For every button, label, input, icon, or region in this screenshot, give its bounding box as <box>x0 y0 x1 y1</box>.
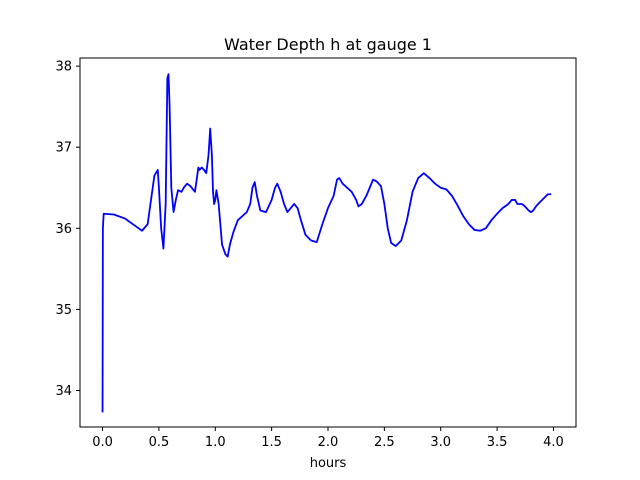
x-tick-label: 1.5 <box>261 435 282 450</box>
x-tick-label: 1.0 <box>205 435 226 450</box>
x-tick-label: 2.5 <box>374 435 395 450</box>
y-tick-label: 37 <box>55 141 72 156</box>
y-tick-label: 34 <box>55 384 72 399</box>
x-tick-label: 4.0 <box>543 435 564 450</box>
y-tick-label: 35 <box>55 303 72 318</box>
x-tick-label: 0.0 <box>92 435 113 450</box>
series-line <box>101 73 552 413</box>
plot-area <box>101 73 552 413</box>
chart-title: Water Depth h at gauge 1 <box>224 35 432 54</box>
axes-frame <box>79 57 577 428</box>
x-axis-label: hours <box>310 456 347 471</box>
x-tick-label: 3.0 <box>430 435 451 450</box>
x-tick-label: 2.0 <box>318 435 339 450</box>
y-tick-label: 36 <box>55 222 72 237</box>
y-axis: 34 35 36 37 38 <box>55 60 80 399</box>
x-axis: 0.0 0.5 1.0 1.5 2.0 2.5 3.0 3.5 4.0 <box>92 427 564 450</box>
y-tick-label: 38 <box>55 60 72 75</box>
x-tick-label: 0.5 <box>149 435 170 450</box>
x-tick-label: 3.5 <box>487 435 508 450</box>
